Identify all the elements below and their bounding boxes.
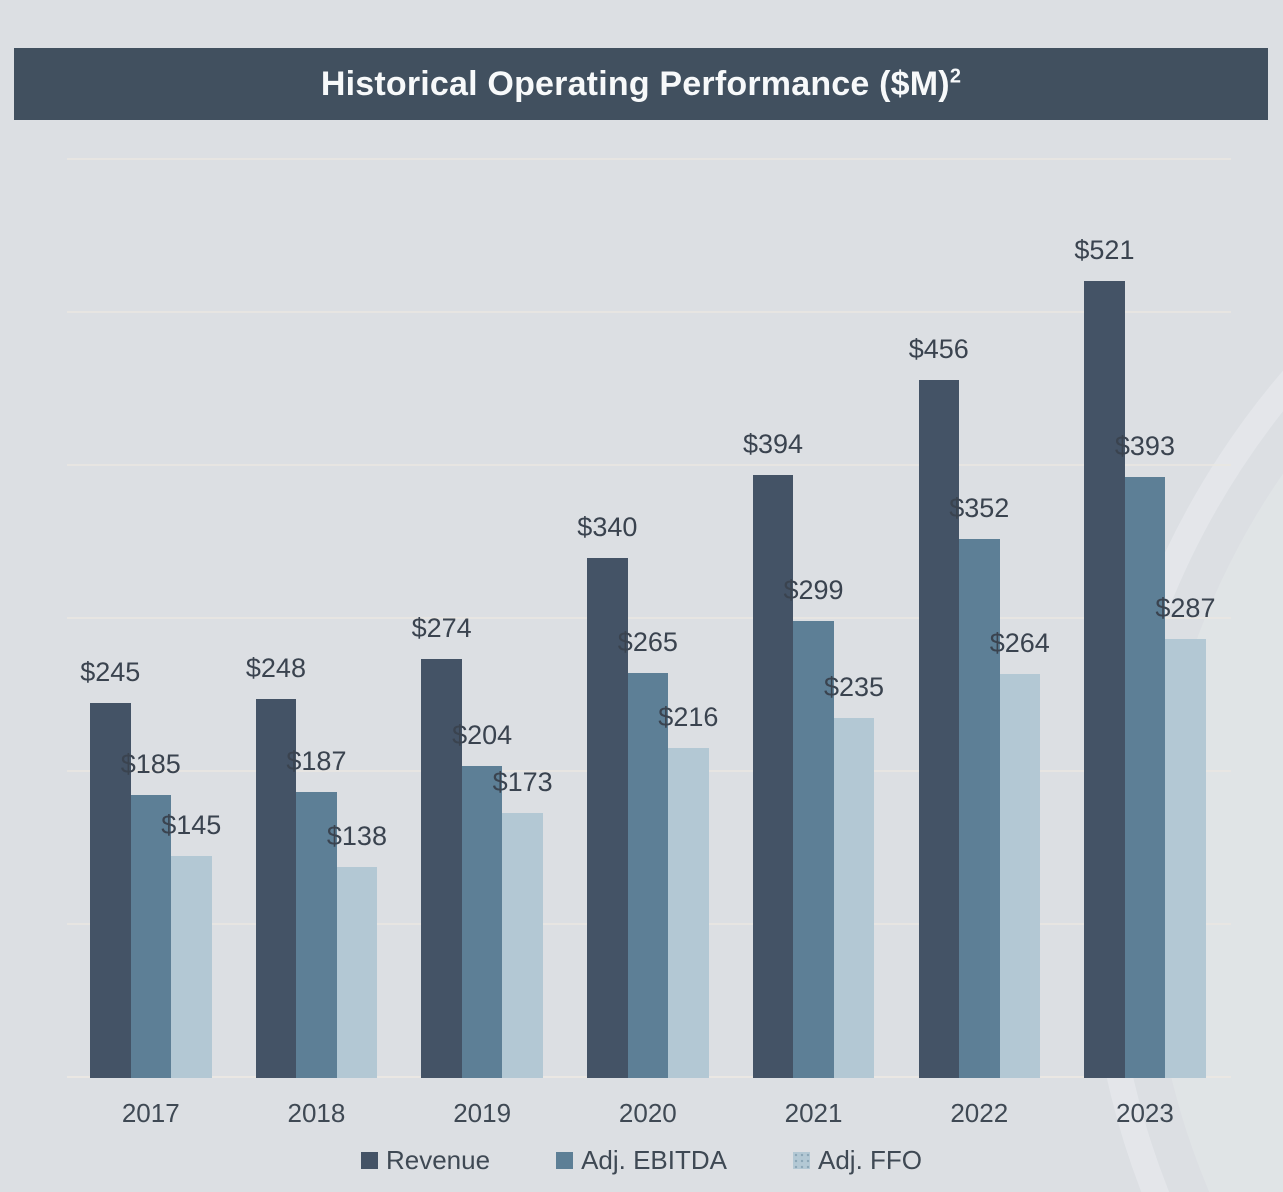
bar-value-label: $185 [120,748,181,779]
legend-label: Adj. FFO [818,1145,923,1175]
legend: Revenue Adj. EBITDA Adj. FFO [0,1145,1283,1176]
bar-value-label: $187 [286,745,347,776]
gridline-600 [67,158,1231,160]
bar-value-label: $204 [452,719,513,750]
bar-adj-ffo-2022 [999,674,1040,1078]
bar-value-label: $138 [326,820,387,851]
bar-adj-ebitda-2020 [627,672,669,1078]
bar-adj-ebitda-2022 [959,539,1000,1078]
bar-adj-ffo-2021 [833,718,875,1078]
x-axis-label-2018: 2018 [287,1098,346,1128]
chart-title-text: Historical Operating Performance ($M) [320,64,950,103]
bar-revenue-2022 [918,380,959,1078]
bar-adj-ffo-2018 [336,866,378,1078]
legend-swatch-icon [360,1152,378,1169]
legend-label: Revenue [385,1145,491,1175]
bar-adj-ffo-2017 [171,856,212,1078]
bar-value-label: $394 [743,429,804,460]
bar-value-label: $173 [492,767,553,798]
bar-revenue-2021 [752,475,794,1078]
bar-value-label: $352 [949,493,1010,524]
bar-value-label: $274 [411,612,472,643]
legend-item-adj-ebitda: Adj. EBITDA [556,1145,727,1176]
x-axis-label-2023: 2023 [1116,1098,1174,1128]
x-axis-label-2017: 2017 [121,1098,180,1128]
bar-revenue-2018 [255,698,297,1078]
bar-value-label: $235 [824,672,885,703]
x-axis-label-2022: 2022 [950,1098,1009,1128]
bar-value-label: $265 [617,626,678,657]
legend-item-adj-ffo: Adj. FFO [793,1145,922,1176]
bar-value-label: $287 [1155,592,1216,623]
legend-swatch-icon [556,1152,574,1169]
bar-value-label: $340 [577,511,638,542]
gridline-500 [67,311,1231,313]
bar-adj-ebitda-2021 [793,620,834,1078]
legend-label: Adj. EBITDA [581,1145,727,1175]
chart-title-bar: Historical Operating Performance ($M)2 [14,48,1268,120]
bar-value-label: $248 [245,652,306,683]
bar-revenue-2020 [587,557,628,1078]
chart-title: Historical Operating Performance ($M)2 [321,65,961,104]
bar-value-label: $393 [1114,430,1175,461]
chart-title-superscript: 2 [949,65,962,88]
bar-adj-ffo-2020 [668,747,709,1078]
bar-revenue-2019 [421,658,462,1078]
bar-value-label: $264 [989,628,1050,659]
bar-revenue-2023 [1084,280,1125,1078]
x-axis-label-2019: 2019 [453,1098,512,1128]
bar-adj-ebitda-2019 [461,765,503,1078]
bar-adj-ebitda-2023 [1124,476,1166,1078]
bar-value-label: $145 [161,810,222,841]
legend-swatch-icon [793,1152,810,1169]
bar-value-label: $245 [80,657,141,688]
bar-value-label: $216 [658,701,719,732]
legend-item-revenue: Revenue [360,1145,491,1176]
bar-value-label: $299 [783,574,844,605]
gridline-400 [67,464,1231,466]
bar-adj-ebitda-2018 [296,791,337,1078]
x-axis-label-2020: 2020 [618,1098,677,1128]
bar-adj-ffo-2023 [1165,638,1206,1078]
bar-revenue-2017 [90,703,131,1078]
bar-adj-ffo-2019 [502,813,543,1078]
gridline-300 [67,617,1231,619]
x-axis-label-2021: 2021 [784,1098,843,1128]
bar-value-label: $456 [908,334,969,365]
bar-value-label: $521 [1074,234,1135,265]
bar-adj-ebitda-2017 [130,794,171,1078]
